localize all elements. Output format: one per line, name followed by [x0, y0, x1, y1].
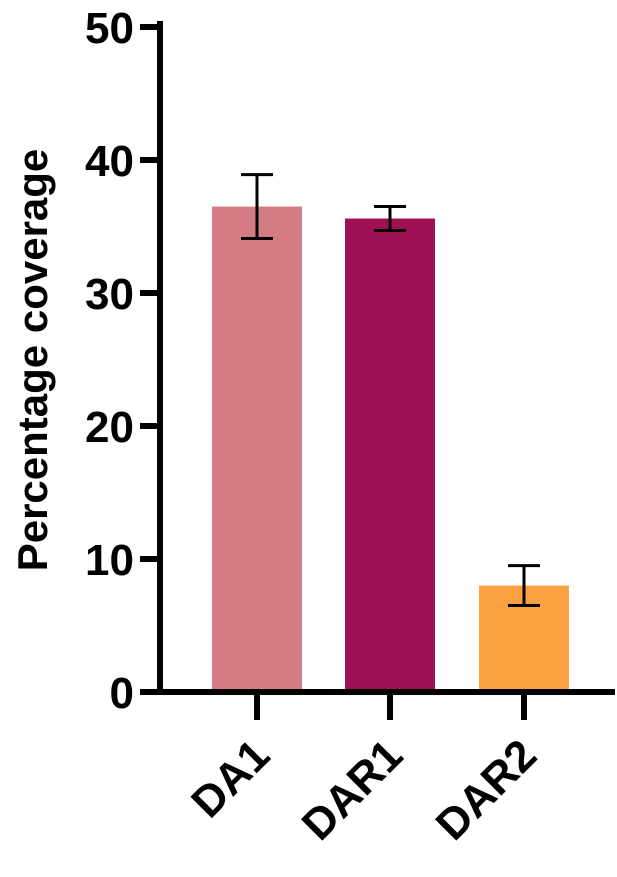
error-bars-group	[241, 173, 540, 608]
y-axis-title: Percentage coverage	[9, 149, 56, 572]
bar-da1	[212, 206, 302, 693]
x-tick-label-da1: DA1	[182, 730, 279, 827]
y-tick-label-30: 30	[85, 270, 134, 319]
bars-group	[212, 206, 569, 693]
axes-group	[140, 21, 615, 720]
y-tick-label-20: 20	[85, 403, 134, 452]
y-tick-label-0: 0	[110, 669, 134, 718]
y-tick-label-40: 40	[85, 137, 134, 186]
bar-dar1	[345, 218, 435, 692]
y-tick-label-10: 10	[85, 536, 134, 585]
y-tick-label-50: 50	[85, 4, 134, 53]
x-tick-label-dar1: DAR1	[293, 730, 412, 849]
x-tick-label-dar2: DAR2	[427, 730, 546, 849]
